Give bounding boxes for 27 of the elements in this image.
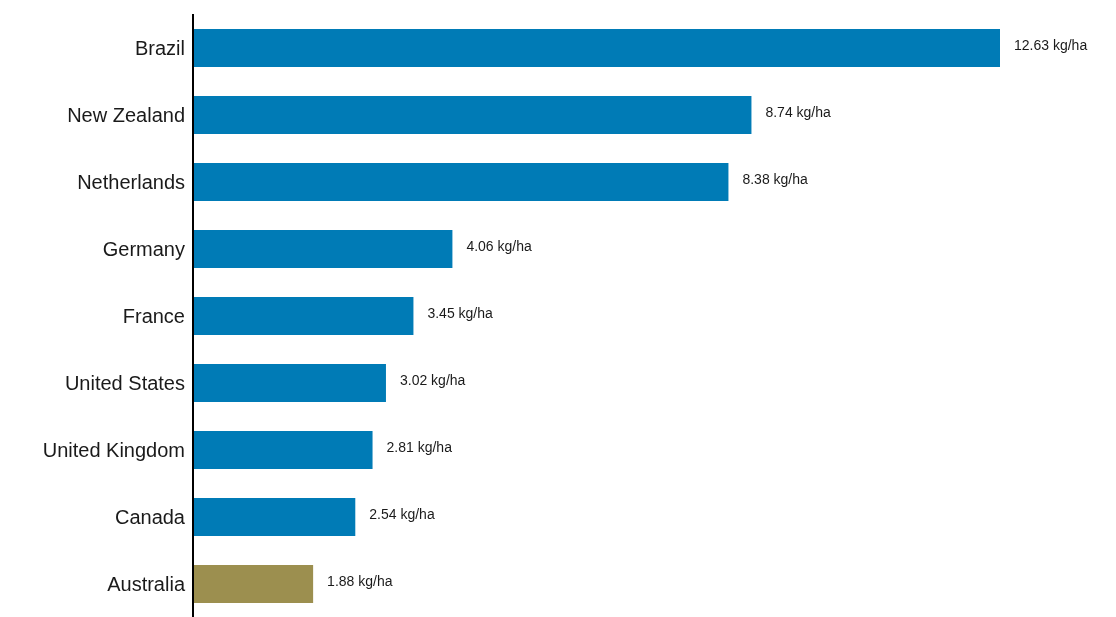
data-label: 1.88 kg/ha bbox=[327, 572, 393, 589]
y-tick-label: Australia bbox=[107, 572, 186, 595]
y-tick-label: Canada bbox=[114, 505, 186, 528]
data-label: 8.74 kg/ha bbox=[765, 103, 832, 120]
y-tick-label: Germany bbox=[102, 237, 185, 260]
bar bbox=[193, 163, 729, 201]
bar bbox=[193, 29, 1000, 67]
bar bbox=[193, 96, 752, 134]
y-tick-label: France bbox=[122, 304, 185, 327]
data-label: 2.54 kg/ha bbox=[369, 505, 435, 522]
data-label: 3.45 kg/ha bbox=[427, 304, 494, 321]
data-label: 12.63 kg/ha bbox=[1014, 36, 1088, 53]
bar bbox=[193, 297, 414, 335]
bar bbox=[193, 230, 453, 268]
data-label: 4.06 kg/ha bbox=[466, 237, 533, 254]
y-tick-label: United States bbox=[64, 371, 185, 394]
bar bbox=[193, 565, 314, 603]
bar bbox=[193, 364, 386, 402]
data-label: 8.38 kg/ha bbox=[742, 170, 809, 187]
y-tick-label: United Kingdom bbox=[42, 438, 185, 461]
y-tick-label: Brazil bbox=[134, 36, 185, 59]
y-tick-label: New Zealand bbox=[67, 103, 185, 126]
data-label: 2.81 kg/ha bbox=[386, 438, 453, 455]
bar bbox=[193, 498, 356, 536]
data-label: 3.02 kg/ha bbox=[399, 371, 466, 388]
y-tick-label: Netherlands bbox=[77, 170, 185, 193]
bar bbox=[193, 431, 373, 469]
